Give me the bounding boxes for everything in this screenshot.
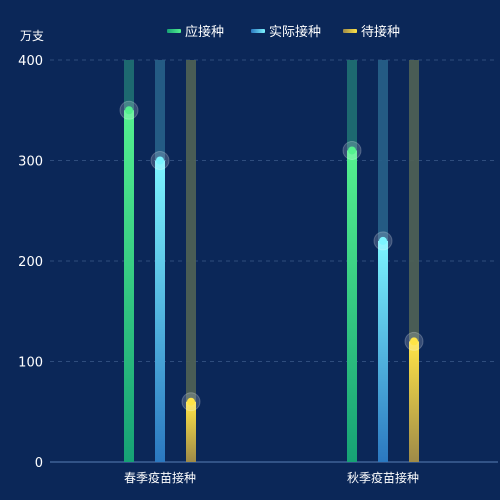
category-label-2: 秋季疫苗接种 — [347, 470, 419, 485]
legend-swatch-1 — [167, 29, 181, 33]
bar-value-1-2[interactable] — [155, 160, 165, 463]
y-tick-label-400: 400 — [18, 54, 43, 69]
bar-group-2 — [342, 60, 424, 462]
legend-item-1[interactable]: 应接种 — [167, 24, 224, 40]
y-axis: 0 100 200 300 400 — [18, 54, 498, 471]
x-axis-labels: 春季疫苗接种 秋季疫苗接种 — [124, 470, 419, 485]
bar-value-1-1[interactable] — [124, 110, 134, 462]
y-tick-label-0: 0 — [35, 456, 43, 471]
y-tick-label-300: 300 — [18, 155, 43, 170]
bar-value-2-3[interactable] — [409, 341, 419, 462]
legend-label-1: 应接种 — [185, 24, 224, 40]
category-label-1: 春季疫苗接种 — [124, 470, 196, 485]
grid-lines — [50, 59, 498, 362]
bar-value-2-2[interactable] — [378, 240, 388, 462]
legend-label-2: 实际接种 — [269, 24, 321, 40]
legend-swatch-3 — [343, 29, 357, 33]
bar-cap-2-3 — [410, 337, 418, 346]
y-tick-label-200: 200 — [18, 255, 43, 270]
bar-cap-2-1 — [348, 146, 356, 155]
y-axis-unit-label: 万支 — [20, 29, 44, 43]
bar-cap-1-3 — [187, 397, 195, 406]
bar-track-1-3 — [186, 60, 196, 462]
bar-value-1-3[interactable] — [186, 401, 196, 462]
legend: 应接种 实际接种 待接种 — [167, 24, 400, 40]
legend-item-3[interactable]: 待接种 — [343, 24, 400, 40]
bar-groups — [119, 60, 424, 463]
bar-cap-1-1 — [125, 106, 133, 115]
legend-swatch-2 — [251, 29, 265, 33]
y-tick-label-100: 100 — [18, 356, 43, 371]
bar-cap-1-2 — [156, 156, 164, 165]
bar-cap-2-2 — [379, 236, 387, 245]
bar-group-1 — [119, 60, 201, 463]
legend-label-3: 待接种 — [361, 24, 400, 40]
legend-item-2[interactable]: 实际接种 — [251, 24, 321, 40]
bar-track-2-3 — [409, 60, 419, 462]
bar-value-2-1[interactable] — [347, 150, 357, 462]
